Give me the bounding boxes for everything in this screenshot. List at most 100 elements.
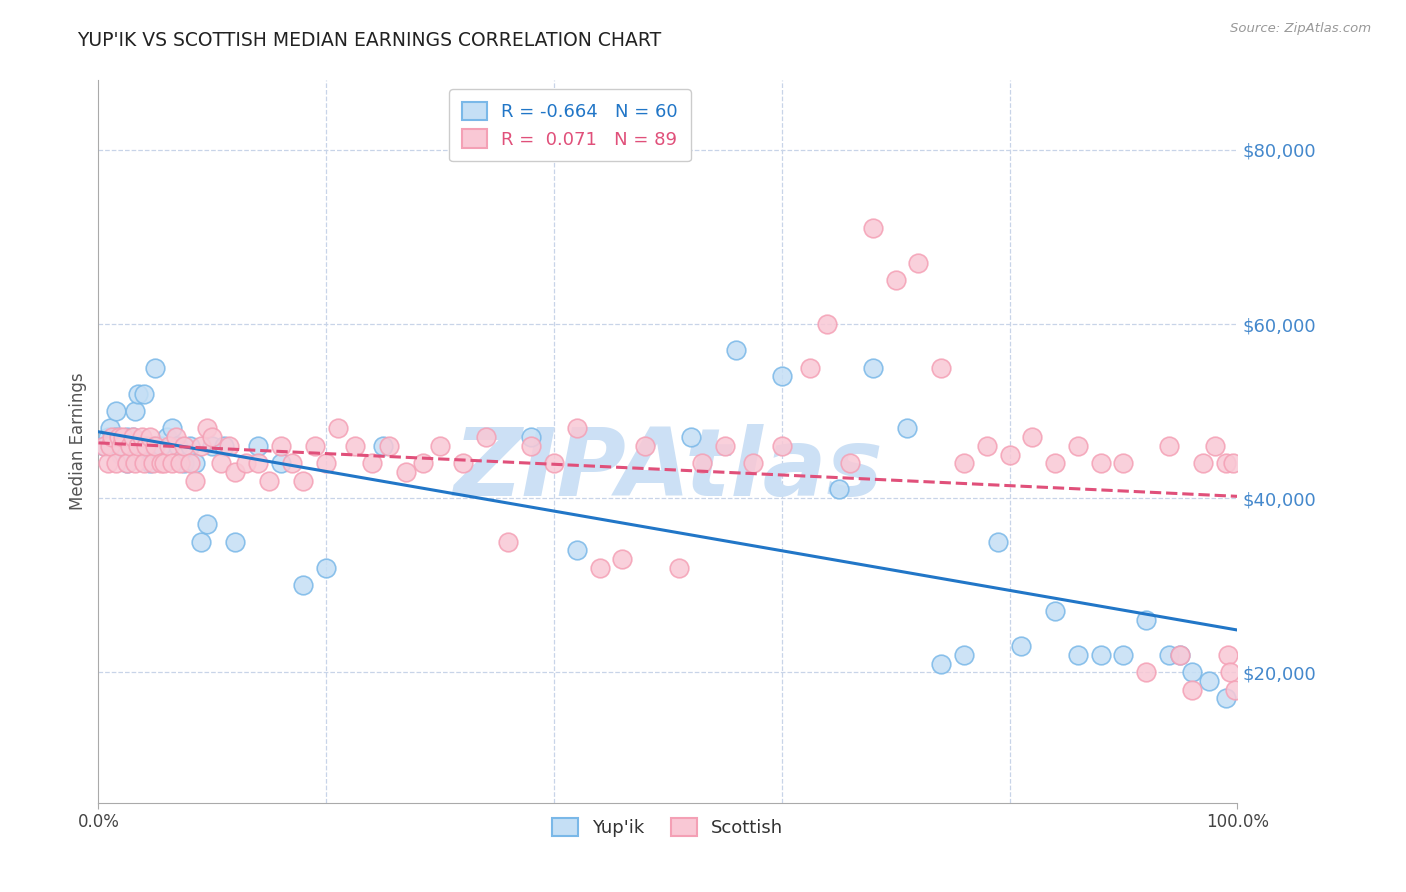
Point xyxy=(1112,648,1135,662)
Legend: Yup'ik, Scottish: Yup'ik, Scottish xyxy=(546,811,790,845)
Point xyxy=(815,317,838,331)
Point xyxy=(101,430,124,444)
Point xyxy=(1043,604,1066,618)
Point xyxy=(1021,430,1043,444)
Point xyxy=(543,456,565,470)
Text: YUP'IK VS SCOTTISH MEDIAN EARNINGS CORRELATION CHART: YUP'IK VS SCOTTISH MEDIAN EARNINGS CORRE… xyxy=(77,31,662,50)
Point xyxy=(1067,648,1090,662)
Point xyxy=(201,430,224,444)
Point xyxy=(132,456,155,470)
Point xyxy=(135,439,157,453)
Point xyxy=(98,439,121,453)
Point xyxy=(131,439,153,453)
Point xyxy=(104,456,127,470)
Point xyxy=(179,456,201,470)
Point xyxy=(201,439,224,453)
Point xyxy=(304,439,326,453)
Point xyxy=(862,360,884,375)
Point xyxy=(209,456,232,470)
Point xyxy=(725,343,748,358)
Point xyxy=(224,465,246,479)
Point xyxy=(1198,673,1220,688)
Point xyxy=(212,439,235,453)
Point xyxy=(451,456,474,470)
Point xyxy=(292,578,315,592)
Point xyxy=(612,552,634,566)
Point xyxy=(565,543,588,558)
Point xyxy=(110,448,132,462)
Point xyxy=(742,456,765,470)
Point xyxy=(1112,456,1135,470)
Point xyxy=(839,456,862,470)
Point xyxy=(104,404,127,418)
Point xyxy=(1157,648,1180,662)
Point xyxy=(145,439,167,453)
Point xyxy=(907,256,929,270)
Point xyxy=(668,561,690,575)
Point xyxy=(179,439,201,453)
Point xyxy=(315,456,337,470)
Point xyxy=(1215,691,1237,706)
Point xyxy=(135,439,157,453)
Point xyxy=(169,456,191,470)
Point xyxy=(1135,665,1157,680)
Point xyxy=(162,421,184,435)
Point xyxy=(190,439,212,453)
Point xyxy=(156,430,179,444)
Point xyxy=(1215,456,1237,470)
Point xyxy=(218,439,240,453)
Point xyxy=(224,534,246,549)
Point xyxy=(1010,639,1032,653)
Point xyxy=(96,456,118,470)
Point xyxy=(1181,682,1204,697)
Point xyxy=(770,439,793,453)
Point xyxy=(1218,648,1240,662)
Point xyxy=(108,439,131,453)
Point xyxy=(184,456,207,470)
Point xyxy=(104,430,127,444)
Point xyxy=(714,439,737,453)
Point xyxy=(1157,439,1180,453)
Point xyxy=(281,456,304,470)
Point xyxy=(120,439,142,453)
Point xyxy=(862,221,884,235)
Point xyxy=(124,404,146,418)
Point xyxy=(371,439,394,453)
Point xyxy=(121,430,143,444)
Point xyxy=(929,360,952,375)
Point xyxy=(690,456,713,470)
Point xyxy=(1090,648,1112,662)
Point xyxy=(108,430,131,444)
Point xyxy=(378,439,401,453)
Point xyxy=(1067,439,1090,453)
Point xyxy=(929,657,952,671)
Point xyxy=(246,439,269,453)
Point xyxy=(138,430,160,444)
Point xyxy=(565,421,588,435)
Point xyxy=(343,439,366,453)
Point xyxy=(112,430,135,444)
Point xyxy=(150,439,173,453)
Point xyxy=(1170,648,1192,662)
Point xyxy=(520,439,543,453)
Point xyxy=(127,439,149,453)
Point xyxy=(153,456,176,470)
Point xyxy=(987,534,1010,549)
Point xyxy=(520,430,543,444)
Point xyxy=(184,474,207,488)
Point xyxy=(315,561,337,575)
Text: Source: ZipAtlas.com: Source: ZipAtlas.com xyxy=(1230,22,1371,36)
Point xyxy=(101,439,124,453)
Y-axis label: Median Earnings: Median Earnings xyxy=(69,373,87,510)
Point xyxy=(132,386,155,401)
Point xyxy=(165,430,187,444)
Point xyxy=(395,465,418,479)
Point xyxy=(634,439,657,453)
Point xyxy=(429,439,451,453)
Point xyxy=(828,483,851,497)
Point xyxy=(270,439,292,453)
Point xyxy=(588,561,610,575)
Point xyxy=(115,456,138,470)
Point xyxy=(190,534,212,549)
Point xyxy=(157,439,180,453)
